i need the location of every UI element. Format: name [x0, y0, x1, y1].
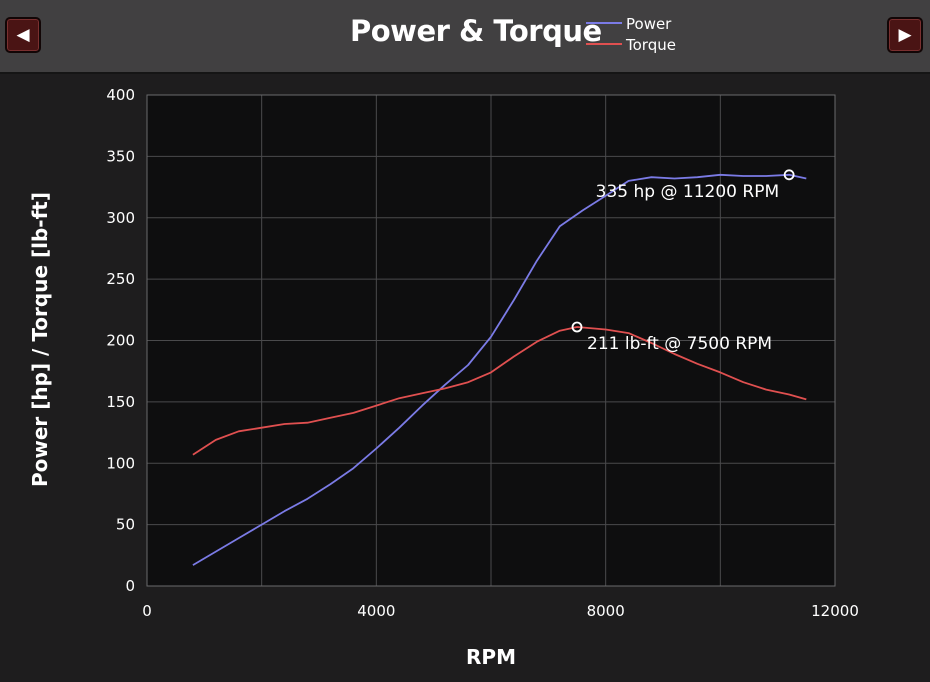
y-tick-label: 100 — [106, 454, 135, 472]
y-tick-label: 150 — [106, 393, 135, 411]
y-tick-label: 350 — [106, 147, 135, 165]
peak-annotation-torque: 211 lb-ft @ 7500 RPM — [587, 334, 772, 354]
plot-border — [146, 94, 836, 587]
next-arrow-icon[interactable]: ▶ — [887, 17, 923, 53]
x-axis-title: RPM — [466, 645, 516, 669]
y-tick-label: 400 — [106, 86, 135, 104]
y-axis-title: Power [hp] / Torque [lb-ft] — [28, 192, 52, 487]
legend-label-torque: Torque — [626, 36, 676, 54]
legend-label-power: Power — [626, 15, 672, 33]
legend-swatch-torque — [586, 43, 622, 45]
series-line-power — [192, 173, 807, 566]
chart-title: Power & Torque — [350, 14, 602, 48]
x-tick-label: 8000 — [587, 602, 625, 620]
series-line-torque — [192, 326, 807, 456]
x-tick-label: 0 — [142, 602, 152, 620]
y-tick-label: 50 — [116, 516, 135, 534]
y-tick-label: 200 — [106, 332, 135, 350]
y-tick-label: 250 — [106, 270, 135, 288]
y-tick-label: 300 — [106, 209, 135, 227]
y-tick-label: 0 — [125, 577, 135, 595]
x-tick-label: 4000 — [357, 602, 395, 620]
previous-arrow-icon[interactable]: ◀ — [5, 17, 41, 53]
peak-annotation-power: 335 hp @ 11200 RPM — [596, 182, 779, 202]
peak-marker-power — [783, 169, 795, 181]
header-bar: ◀ Power & Torque Power Torque ▶ — [0, 0, 930, 74]
peak-marker-torque — [571, 321, 583, 333]
x-tick-label: 12000 — [811, 602, 859, 620]
legend-swatch-power — [586, 22, 622, 24]
